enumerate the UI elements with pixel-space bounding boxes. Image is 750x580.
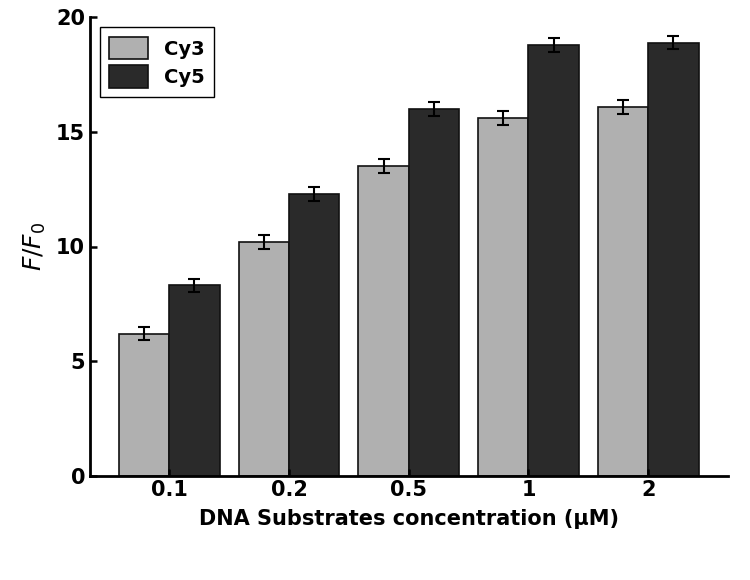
Bar (289, 194, 339, 476)
Bar (598, 107, 648, 476)
Bar (358, 166, 409, 476)
Bar (529, 45, 579, 476)
Legend: Cy3, Cy5: Cy3, Cy5 (100, 27, 214, 97)
Bar (170, 285, 220, 476)
X-axis label: DNA Substrates concentration (μM): DNA Substrates concentration (μM) (199, 509, 619, 529)
Bar (119, 334, 170, 476)
Bar (648, 42, 698, 476)
Y-axis label: $\it{F}$/$\it{F}_0$: $\it{F}$/$\it{F}_0$ (22, 222, 48, 271)
Bar (478, 118, 529, 476)
Bar (409, 109, 459, 476)
Bar (238, 242, 289, 476)
